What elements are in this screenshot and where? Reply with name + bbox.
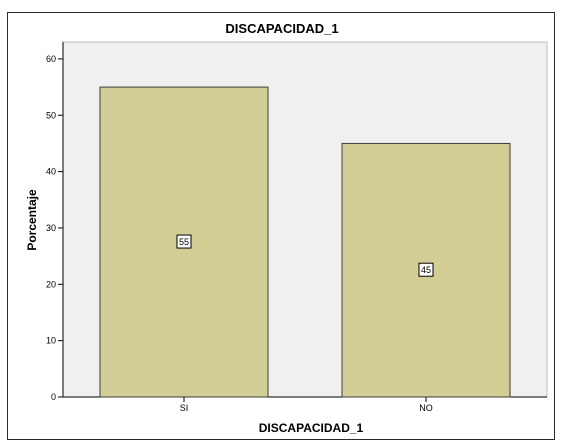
y-tick-label: 10 — [46, 336, 56, 346]
x-axis-label: DISCAPACIDAD_1 — [259, 421, 364, 435]
x-axis: SI NO — [63, 396, 547, 413]
y-axis-label: Porcentaje — [25, 189, 39, 251]
y-tick-label: 60 — [46, 54, 56, 64]
bars: 55 45 — [99, 86, 511, 398]
y-tick-label: 40 — [46, 167, 56, 177]
x-tick-label: NO — [419, 403, 433, 413]
data-label: 55 — [179, 237, 189, 247]
chart-title: DISCAPACIDAD_1 — [225, 21, 338, 36]
y-tick-label: 30 — [46, 223, 56, 233]
data-label-box — [176, 234, 192, 249]
x-tick-label: SI — [180, 403, 189, 413]
y-tick-label: 50 — [46, 110, 56, 120]
data-label: 45 — [421, 265, 431, 275]
y-tick-label: 0 — [51, 392, 56, 402]
y-tick-label: 20 — [46, 279, 56, 289]
y-axis: 0 10 20 30 40 50 60 — [46, 42, 64, 402]
data-label-box — [418, 262, 434, 277]
